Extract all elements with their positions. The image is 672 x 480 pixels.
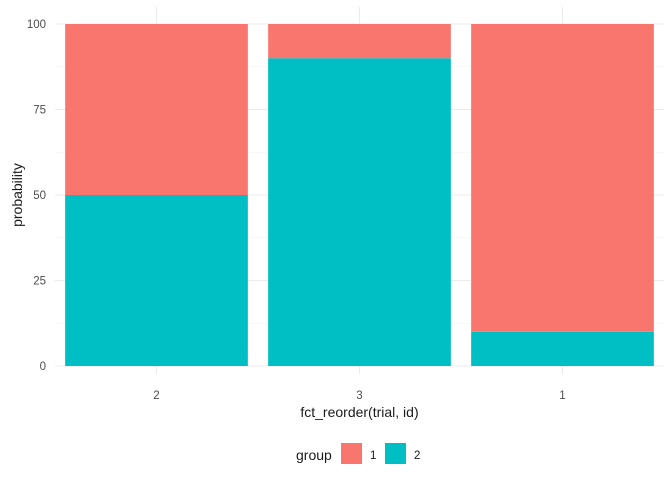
legend-key-label: 1 — [370, 450, 376, 462]
x-tick-label: 2 — [153, 390, 159, 402]
bars — [65, 24, 654, 366]
y-tick-label: 50 — [33, 190, 46, 202]
legend: group 1 2 — [296, 443, 420, 464]
bar-segment-group-2-category-3 — [268, 58, 451, 366]
y-tick-label: 25 — [33, 276, 46, 288]
x-axis-title: fct_reorder(trial, id) — [300, 404, 418, 420]
y-tick-labels: 0 25 50 75 100 — [27, 19, 46, 373]
legend-key-swatch — [341, 443, 362, 464]
bar-segment-group-2-category-1 — [471, 331, 654, 366]
y-tick-label: 0 — [40, 361, 46, 373]
bar-segment-group-1-category-1 — [471, 24, 654, 332]
legend-key-swatch — [385, 443, 406, 464]
bar-segment-group-2-category-2 — [65, 195, 248, 366]
x-tick-label: 3 — [356, 390, 362, 402]
x-tick-label: 1 — [559, 390, 565, 402]
y-axis-title: probability — [9, 163, 25, 227]
y-tick-label: 75 — [33, 105, 46, 117]
bar-segment-group-1-category-2 — [65, 24, 248, 195]
legend-title: group — [296, 447, 332, 463]
legend-key-label: 2 — [414, 450, 420, 462]
y-tick-label: 100 — [27, 19, 46, 31]
x-tick-labels: 2 3 1 — [153, 390, 565, 402]
bar-segment-group-1-category-3 — [268, 24, 451, 59]
